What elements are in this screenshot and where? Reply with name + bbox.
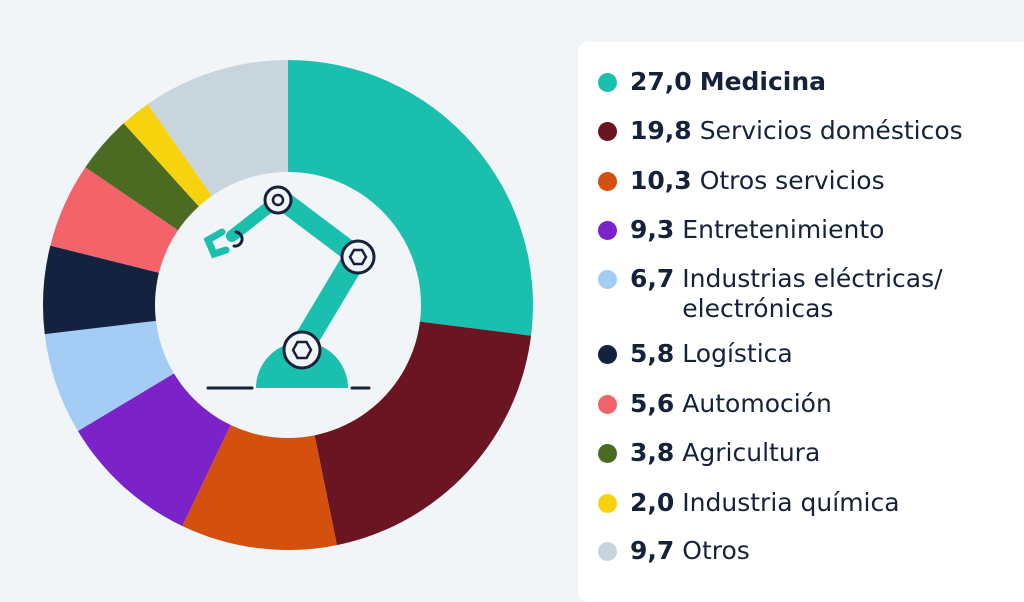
donut-hole bbox=[155, 172, 421, 438]
legend-dot bbox=[598, 494, 617, 513]
donut-slice-9 bbox=[123, 104, 214, 209]
legend-value: 5,8 bbox=[630, 339, 675, 368]
legend-item: 3,8 Agricultura bbox=[598, 438, 820, 468]
legend-dot bbox=[598, 395, 617, 414]
legend-item: 9,3 Entretenimiento bbox=[598, 215, 884, 245]
legend-item: 2,0 Industria química bbox=[598, 488, 900, 518]
legend-value: 19,8 bbox=[630, 116, 692, 145]
legend-dot bbox=[598, 542, 617, 561]
donut-slice-6 bbox=[43, 245, 162, 335]
legend-label: Entretenimiento bbox=[682, 215, 885, 244]
legend-dot bbox=[598, 122, 617, 141]
legend-label: Servicios domésticos bbox=[699, 116, 963, 145]
legend-value: 2,0 bbox=[630, 488, 675, 517]
legend-dot bbox=[598, 444, 617, 463]
robot-arm-icon bbox=[203, 185, 376, 390]
legend: 27,0 Medicina 19,8 Servicios domésticos 10… bbox=[578, 42, 1024, 602]
donut-slice-8 bbox=[85, 123, 201, 232]
legend-dot bbox=[598, 221, 617, 240]
legend-label: Otros servicios bbox=[699, 166, 885, 195]
legend-item: 10,3 Otros servicios bbox=[598, 166, 885, 196]
legend-value: 3,8 bbox=[630, 438, 675, 467]
donut-slice-5 bbox=[44, 320, 177, 432]
legend-item: 9,7 Otros bbox=[598, 536, 750, 566]
legend-value: 9,7 bbox=[630, 536, 675, 565]
donut-slice-10 bbox=[147, 60, 288, 199]
legend-label: Otros bbox=[682, 536, 750, 565]
legend-value: 5,6 bbox=[630, 389, 675, 418]
legend-item: 5,6 Automoción bbox=[598, 389, 832, 419]
legend-label: Automoción bbox=[682, 389, 832, 418]
legend-dot bbox=[598, 270, 617, 289]
donut-slice-3 bbox=[182, 422, 337, 551]
donut-slice-2 bbox=[313, 321, 532, 546]
legend-dot bbox=[598, 345, 617, 364]
donut-slice-7 bbox=[50, 167, 181, 274]
legend-item: 6,7 Industrias eléctricas/ electrónicas bbox=[598, 264, 972, 324]
legend-label: Medicina bbox=[699, 67, 827, 96]
legend-item: 5,8 Logística bbox=[598, 339, 793, 369]
legend-value: 27,0 bbox=[630, 67, 692, 96]
legend-dot bbox=[598, 172, 617, 191]
legend-value: 6,7 bbox=[630, 264, 675, 293]
legend-value: 10,3 bbox=[630, 166, 692, 195]
legend-item: 27,0 Medicina bbox=[598, 67, 826, 97]
legend-label: Industria química bbox=[682, 488, 900, 517]
legend-label: Logística bbox=[682, 339, 793, 368]
donut-slice-4 bbox=[77, 371, 232, 527]
legend-dot bbox=[598, 73, 617, 92]
donut-chart bbox=[43, 60, 534, 551]
legend-label: Agricultura bbox=[682, 438, 821, 467]
legend-label: Industrias eléctricas/ electrónicas bbox=[682, 264, 943, 323]
donut-slice-1 bbox=[288, 60, 534, 336]
legend-value: 9,3 bbox=[630, 215, 675, 244]
legend-item: 19,8 Servicios domésticos bbox=[598, 116, 963, 146]
